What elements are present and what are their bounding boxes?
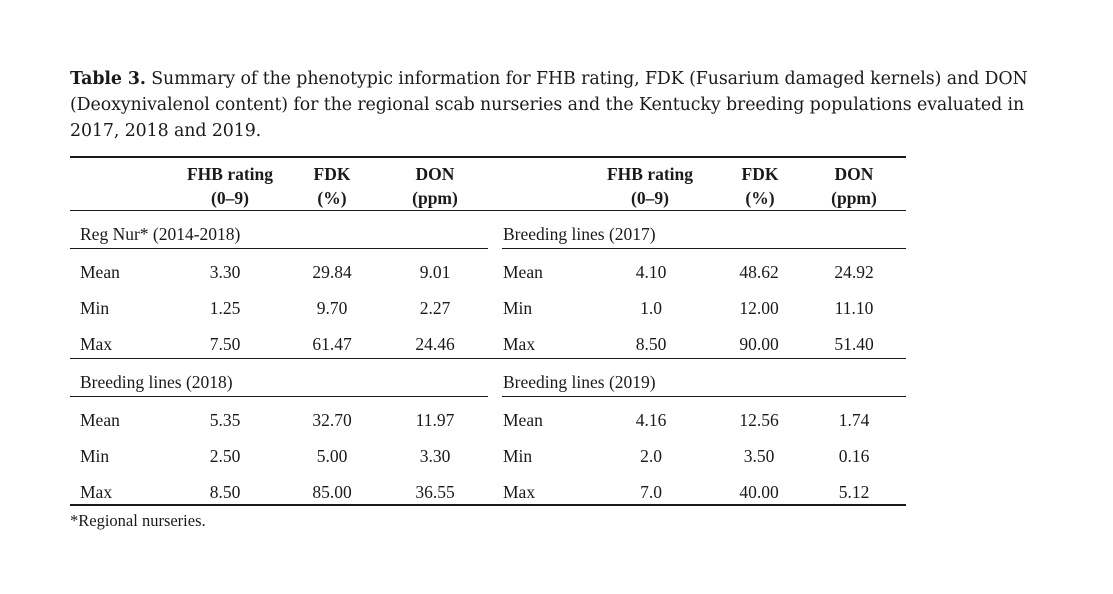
header-line: FHB rating — [606, 164, 694, 184]
row-stat-label: Mean — [503, 262, 543, 282]
table-cell-value: 7.50 — [209, 334, 241, 354]
row-stat-label: Max — [503, 482, 536, 502]
row-stat-label: Min — [80, 446, 110, 466]
table-cell-value: 40.00 — [739, 482, 779, 502]
table-cell-value: 5.12 — [838, 482, 870, 502]
table-cell-value: 8.50 — [209, 482, 241, 502]
table-cell-value: 11.97 — [415, 410, 455, 430]
header-line: DON — [834, 164, 874, 184]
table-cell-value: 2.0 — [640, 446, 662, 466]
header-left-don: DON (ppm) — [394, 162, 476, 210]
header-right-don: DON (ppm) — [813, 162, 895, 210]
group-separator-rule — [70, 358, 906, 359]
group-1-left-title-rule — [70, 248, 488, 249]
header-line: FDK — [741, 164, 779, 184]
table-cell-value: 61.47 — [312, 334, 352, 354]
row-stat-label: Min — [503, 446, 533, 466]
header-unit: (%) — [317, 188, 347, 208]
group-title: Breeding lines (2019) — [503, 372, 656, 392]
table-caption: Table 3. Summary of the phenotypic infor… — [70, 66, 1070, 144]
table-cell-value: 29.84 — [312, 262, 352, 282]
table-cell-value: 5.35 — [209, 410, 241, 430]
table-cell-value: 7.0 — [640, 482, 662, 502]
header-unit: (0–9) — [631, 188, 669, 208]
table-cell-value: 5.00 — [316, 446, 348, 466]
header-line: FDK — [313, 164, 351, 184]
group-title: Breeding lines (2018) — [80, 372, 233, 392]
table-cell-value: 1.74 — [838, 410, 870, 430]
table-caption-text: Summary of the phenotypic information fo… — [70, 69, 1028, 141]
group-title: Reg Nur* (2014-2018) — [80, 224, 241, 244]
group-2-right-title-rule — [502, 396, 906, 397]
table-cell-value: 3.30 — [419, 446, 451, 466]
table-cell-value: 4.10 — [635, 262, 667, 282]
table-cell-value: 4.16 — [635, 410, 667, 430]
header-line: DON — [415, 164, 455, 184]
header-unit: (%) — [745, 188, 775, 208]
header-left-fdk: FDK (%) — [292, 162, 372, 210]
table-cell-value: 0.16 — [838, 446, 870, 466]
row-stat-label: Max — [503, 334, 536, 354]
header-left-fhb: FHB rating (0–9) — [170, 162, 290, 210]
table-cell-value: 36.55 — [415, 482, 455, 502]
header-bottom-rule — [70, 210, 906, 211]
table-cell-value: 1.0 — [640, 298, 662, 318]
table-cell-value: 2.50 — [209, 446, 241, 466]
table-cell-value: 2.27 — [419, 298, 451, 318]
row-stat-label: Mean — [503, 410, 543, 430]
table-cell-value: 24.92 — [834, 262, 874, 282]
table-label: Table 3. — [70, 69, 146, 89]
row-stat-label: Mean — [80, 410, 120, 430]
table-cell-value: 24.46 — [415, 334, 455, 354]
row-stat-label: Mean — [80, 262, 120, 282]
header-unit: (0–9) — [211, 188, 249, 208]
table-cell-value: 12.56 — [739, 410, 779, 430]
header-unit: (ppm) — [831, 188, 877, 208]
table-cell-value: 8.50 — [635, 334, 667, 354]
table-cell-value: 9.70 — [316, 298, 348, 318]
row-stat-label: Min — [80, 298, 110, 318]
table-footnote: *Regional nurseries. — [70, 511, 206, 530]
row-stat-label: Min — [503, 298, 533, 318]
table-cell-value: 3.30 — [209, 262, 241, 282]
table-cell-value: 11.10 — [834, 298, 874, 318]
header-line: FHB rating — [186, 164, 274, 184]
table-top-rule — [70, 156, 906, 158]
table-cell-value: 48.62 — [739, 262, 779, 282]
table-cell-value: 3.50 — [743, 446, 775, 466]
header-right-fdk: FDK (%) — [720, 162, 800, 210]
row-stat-label: Max — [80, 334, 113, 354]
row-stat-label: Max — [80, 482, 113, 502]
group-title: Breeding lines (2017) — [503, 224, 656, 244]
table-cell-value: 9.01 — [419, 262, 451, 282]
table-bottom-rule — [70, 504, 906, 506]
table-cell-value: 32.70 — [312, 410, 352, 430]
table-cell-value: 1.25 — [209, 298, 241, 318]
table-cell-value: 85.00 — [312, 482, 352, 502]
table-cell-value: 12.00 — [739, 298, 779, 318]
header-unit: (ppm) — [412, 188, 458, 208]
header-right-fhb: FHB rating (0–9) — [590, 162, 710, 210]
group-2-left-title-rule — [70, 396, 488, 397]
table-cell-value: 51.40 — [834, 334, 874, 354]
group-1-right-title-rule — [502, 248, 906, 249]
table-cell-value: 90.00 — [739, 334, 779, 354]
